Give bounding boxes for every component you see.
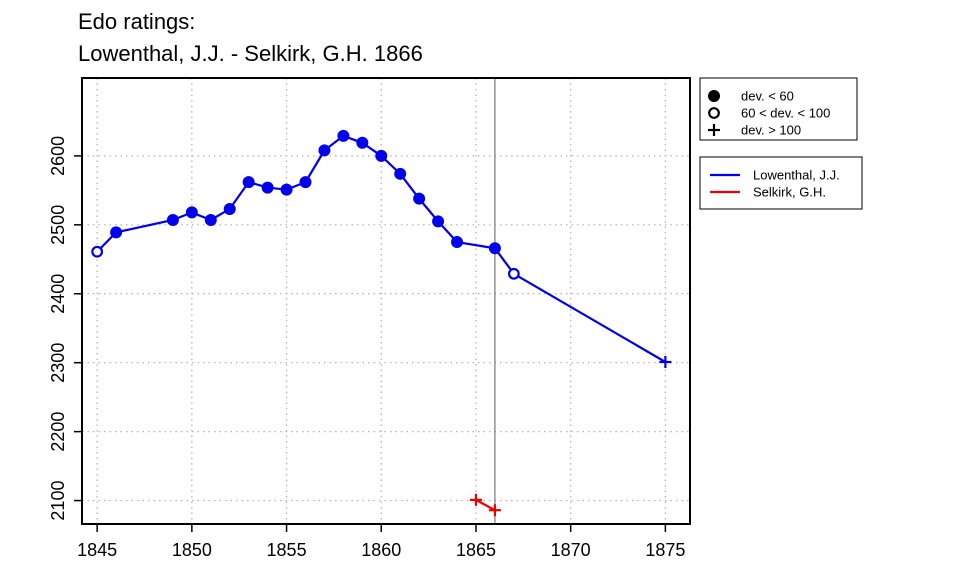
y-tick-label: 2200 bbox=[48, 412, 68, 452]
data-point-series-0 bbox=[337, 129, 350, 142]
y-tick-label: 2400 bbox=[48, 274, 68, 314]
data-point-series-0 bbox=[110, 226, 123, 239]
marker-legend-symbol-filled bbox=[708, 90, 720, 102]
data-point-series-1 bbox=[488, 504, 501, 517]
x-tick-label: 1845 bbox=[77, 540, 117, 560]
x-tick-label: 1850 bbox=[172, 540, 212, 560]
data-point-series-0 bbox=[488, 242, 501, 255]
series-line-1 bbox=[475, 498, 496, 512]
series-legend-label: Lowenthal, J.J. bbox=[753, 168, 840, 183]
marker-legend-symbol-plus bbox=[708, 124, 720, 136]
plot-frame bbox=[81, 77, 691, 525]
marker-legend-label: dev. > 100 bbox=[741, 123, 801, 138]
marker-legend-label: dev. < 60 bbox=[741, 89, 794, 104]
data-point-series-0 bbox=[280, 183, 293, 196]
data-point-series-0 bbox=[223, 202, 236, 215]
marker-legend: dev. < 60 60 < dev. < 100 dev. > 100 bbox=[699, 77, 858, 141]
data-point-series-0 bbox=[166, 214, 179, 227]
data-point-series-0 bbox=[185, 206, 198, 219]
x-tick-label: 1865 bbox=[456, 540, 496, 560]
data-point-series-0 bbox=[242, 176, 255, 189]
data-point-series-0 bbox=[204, 214, 217, 227]
data-point-series-1 bbox=[469, 493, 482, 506]
series-legend-label: Selkirk, G.H. bbox=[753, 185, 826, 200]
data-point-series-0 bbox=[394, 167, 407, 180]
y-tick-label: 2100 bbox=[48, 481, 68, 521]
data-point-series-0 bbox=[507, 267, 520, 280]
marker-legend-symbol-open bbox=[708, 107, 720, 119]
series-legend-box bbox=[699, 156, 863, 210]
marker-legend-label: 60 < dev. < 100 bbox=[741, 106, 830, 121]
y-tick-label: 2600 bbox=[48, 136, 68, 176]
data-point-series-0 bbox=[659, 356, 672, 369]
series-legend: Lowenthal, J.J. Selkirk, G.H. bbox=[699, 156, 863, 210]
x-tick-label: 1870 bbox=[551, 540, 591, 560]
series-layer bbox=[91, 129, 672, 517]
data-point-series-0 bbox=[451, 236, 464, 249]
x-tick-label: 1875 bbox=[645, 540, 685, 560]
chart-title: Edo ratings: bbox=[78, 9, 195, 34]
data-point-series-0 bbox=[261, 181, 274, 194]
data-point-series-0 bbox=[375, 149, 388, 162]
data-point-series-0 bbox=[432, 215, 445, 228]
x-tick-label: 1860 bbox=[361, 540, 401, 560]
data-point-series-0 bbox=[91, 245, 104, 258]
y-tick-label: 2300 bbox=[48, 343, 68, 383]
data-point-series-0 bbox=[299, 176, 312, 189]
data-point-series-0 bbox=[356, 136, 369, 149]
x-tick-label: 1855 bbox=[267, 540, 307, 560]
chart-subtitle: Lowenthal, J.J. - Selkirk, G.H. 1866 bbox=[78, 41, 423, 66]
y-tick-label: 2500 bbox=[48, 205, 68, 245]
data-point-series-0 bbox=[413, 192, 426, 205]
grid bbox=[82, 78, 690, 524]
data-point-series-0 bbox=[318, 144, 331, 157]
axes: 1845 1850 1855 1860 1865 1870 1875 2100 2200 2300… bbox=[48, 136, 685, 560]
marker-legend-box bbox=[699, 77, 858, 141]
